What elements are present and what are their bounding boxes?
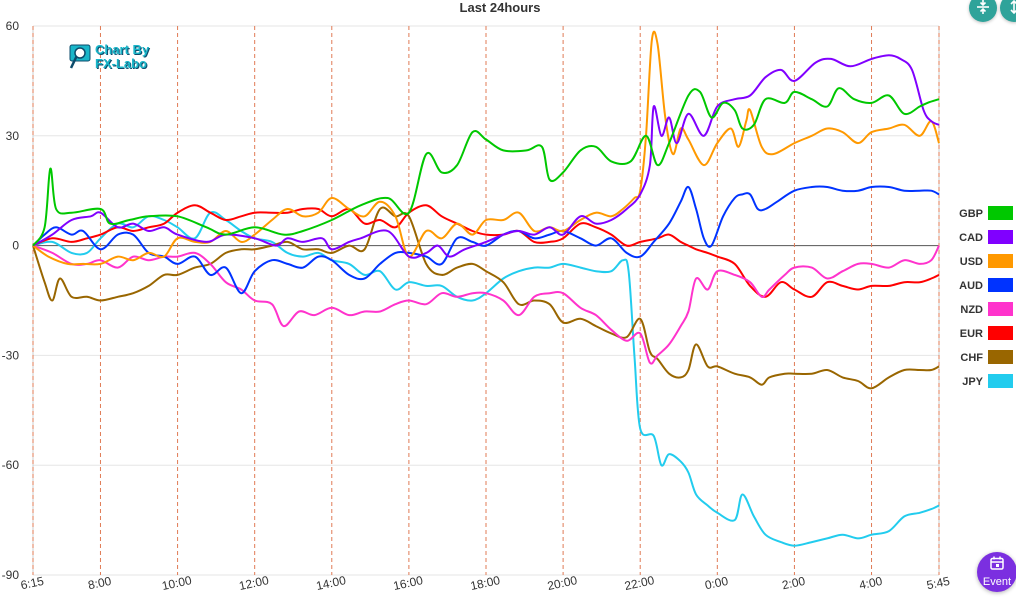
x-tick-label: 2:00 (781, 574, 807, 593)
y-axis: 60 30 0 -30 -60 -90 (2, 19, 20, 582)
legend-label-eur: EUR (960, 328, 983, 340)
y-tick-label: -90 (2, 568, 20, 582)
legend-label-aud: AUD (959, 280, 983, 292)
x-tick-label: 16:00 (392, 573, 425, 593)
legend-swatch-usd (988, 254, 1013, 268)
y-tick-label: -30 (2, 348, 20, 362)
legend-swatch-nzd (988, 302, 1013, 316)
x-tick-label: 5:45 (925, 574, 951, 593)
x-tick-label: 14:00 (315, 573, 348, 593)
legend-label-chf: CHF (960, 352, 983, 364)
legend-swatch-eur (988, 326, 1013, 340)
y-tick-label: -60 (2, 458, 20, 472)
legend-label-jpy: JPY (962, 376, 983, 388)
x-tick-label: 8:00 (87, 574, 113, 593)
x-tick-label: 12:00 (238, 573, 271, 593)
legend-label-nzd: NZD (960, 304, 983, 316)
logo-line-2: FX-Labo (95, 56, 147, 71)
legend-swatch-aud (988, 278, 1013, 292)
y-tick-label: 60 (6, 19, 20, 33)
expand-vertical-icon (1006, 0, 1016, 18)
series-line-cad (32, 54, 940, 259)
series-line-nzd (32, 244, 940, 365)
x-tick-label: 4:00 (858, 574, 884, 593)
x-tick-label: 22:00 (623, 573, 656, 593)
expand-button[interactable] (1000, 0, 1016, 22)
series-line-chf (32, 206, 940, 390)
logo-line-1: Chart By (95, 42, 150, 57)
legend-swatch-gbp (988, 206, 1013, 220)
legend-label-cad: CAD (959, 232, 983, 244)
grid-lines (32, 25, 940, 576)
event-button[interactable]: Event (977, 552, 1016, 592)
legend-swatch-jpy (988, 374, 1013, 388)
magnifier-logo-icon (69, 44, 91, 70)
legend-swatch-chf (988, 350, 1013, 364)
legend-label-usd: USD (960, 256, 983, 268)
legend-label-gbp: GBP (959, 208, 983, 220)
y-tick-label: 30 (6, 129, 20, 143)
y-tick-label: 0 (12, 239, 19, 253)
series-line-gbp (32, 87, 940, 247)
x-tick-label: 18:00 (469, 573, 502, 593)
legend: GBP CAD USD AUD NZD EUR CHF JPY (959, 206, 1013, 388)
x-tick-label: 10:00 (161, 573, 194, 593)
legend-swatch-cad (988, 230, 1013, 244)
x-tick-label: 0:00 (704, 574, 730, 593)
compress-vertical-icon (975, 0, 991, 18)
x-axis: 6:15 8:00 10:00 12:00 14:00 16:00 18:00 20:00 22… (19, 573, 951, 593)
event-label: Event (982, 576, 1012, 588)
chart-by-fx-labo-logo: Chart By FX-Labo (69, 43, 149, 71)
x-tick-label: 20:00 (546, 573, 579, 593)
x-tick-label: 6:15 (19, 574, 45, 593)
calendar-icon (990, 556, 1004, 575)
series-lines (32, 30, 940, 547)
chart-title: Last 24hours (460, 0, 541, 15)
compress-button[interactable] (969, 0, 997, 22)
series-line-aud (32, 185, 940, 295)
